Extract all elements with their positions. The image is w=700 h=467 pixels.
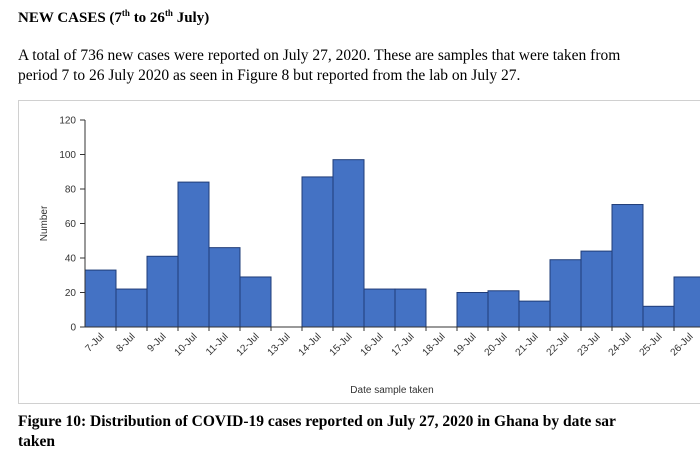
- bar: [456, 292, 489, 328]
- x-tick-label: 22-Jul: [545, 331, 572, 358]
- x-tick-label: 18-Jul: [421, 331, 448, 358]
- x-tick-label: 23-Jul: [576, 331, 603, 358]
- y-axis-title: Number: [39, 205, 50, 241]
- x-tick-label: 20-Jul: [483, 331, 510, 358]
- x-tick-label: 12-Jul: [235, 331, 262, 358]
- caption-line: taken: [18, 433, 55, 450]
- x-tick-label: 15-Jul: [328, 331, 355, 358]
- x-tick-label: 8-Jul: [115, 331, 138, 354]
- bar: [146, 255, 179, 328]
- x-tick-label: 9-Jul: [146, 331, 169, 354]
- x-tick-label: 11-Jul: [204, 331, 231, 358]
- heading: NEW CASES (7th to 26th July): [18, 8, 209, 26]
- bar: [115, 288, 148, 328]
- bar: [518, 300, 551, 328]
- y-tick-label: 0: [70, 323, 76, 334]
- x-tick-label: 7-Jul: [84, 331, 107, 354]
- bar: [611, 204, 644, 328]
- y-tick-label: 40: [65, 254, 77, 265]
- bar: [394, 288, 427, 328]
- bar: [549, 259, 582, 328]
- chart-frame: [18, 100, 700, 404]
- bar: [332, 159, 365, 328]
- bar: [363, 288, 396, 328]
- bar: [84, 269, 117, 328]
- y-tick-label: 60: [65, 219, 77, 230]
- y-tick-label: 100: [59, 150, 76, 161]
- x-tick-label: 24-Jul: [607, 331, 634, 358]
- bar: [239, 276, 272, 328]
- x-tick-label: 26-Jul: [669, 331, 696, 358]
- y-tick-label: 20: [65, 288, 77, 299]
- x-tick-label: 21-Jul: [514, 331, 541, 358]
- chart: 0 20 40 60 80 100 120 7-Jul 8-Jul 9-Jul 10-Jul 11-J…: [39, 116, 700, 396]
- x-tick-label: 10-Jul: [173, 331, 200, 358]
- bar: [208, 247, 241, 328]
- bar: [177, 181, 210, 328]
- x-tick-label: 17-Jul: [390, 331, 417, 358]
- bar: [487, 290, 520, 328]
- x-tick-label: 14-Jul: [297, 331, 324, 358]
- x-axis-title: Date sample taken: [350, 385, 433, 396]
- heading-part: July): [173, 10, 209, 26]
- bar: [673, 276, 700, 328]
- heading-sup: th: [165, 8, 173, 18]
- heading-part: to 26: [130, 10, 165, 26]
- y-tick-label: 80: [65, 185, 77, 196]
- heading-part: NEW CASES (7: [18, 10, 122, 26]
- x-tick-label: 13-Jul: [266, 331, 293, 358]
- bar: [301, 176, 334, 328]
- paragraph-line: period 7 to 26 July 2020 as seen in Figu…: [18, 67, 520, 84]
- bar: [642, 305, 675, 328]
- y-tick-label: 120: [59, 116, 76, 127]
- x-tick-label: 19-Jul: [452, 331, 479, 358]
- bar: [580, 250, 613, 328]
- x-tick-label: 16-Jul: [359, 331, 386, 358]
- paragraph-line: A total of 736 new cases were reported o…: [18, 47, 620, 64]
- x-tick-label: 25-Jul: [638, 331, 665, 358]
- heading-sup: th: [122, 8, 130, 18]
- caption-line: Figure 10: Distribution of COVID-19 case…: [18, 413, 616, 430]
